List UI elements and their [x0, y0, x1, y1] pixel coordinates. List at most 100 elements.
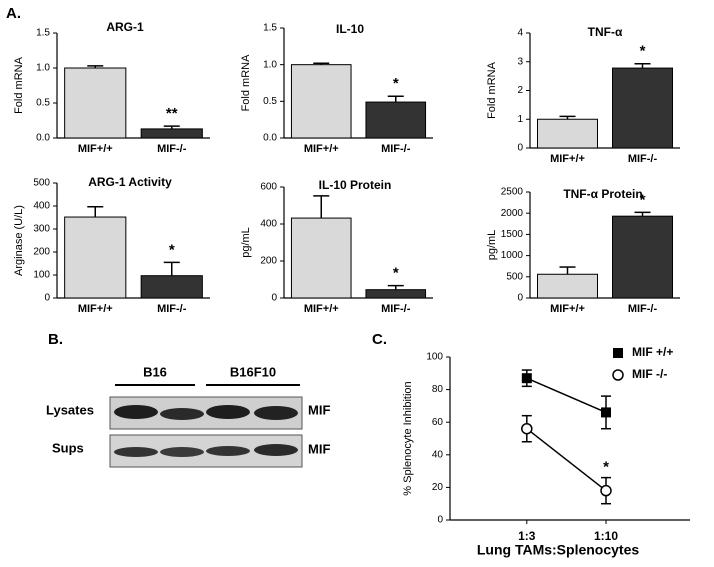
legend-label: MIF +/+: [632, 345, 673, 359]
x-tick-label: MIF-/-: [157, 303, 187, 315]
blot-band: [206, 446, 250, 456]
y-tick-label: 2: [517, 85, 523, 96]
bar: [140, 128, 203, 139]
x-tick-label: MIF+/+: [304, 143, 339, 155]
blot-band: [254, 406, 298, 420]
y-tick-label: 500: [506, 271, 523, 282]
x-tick-label: MIF+/+: [78, 143, 113, 155]
blot-band: [114, 405, 158, 419]
chart-title: IL-10 Protein: [319, 178, 392, 192]
y-tick-label: 1.5: [36, 28, 50, 39]
significance: *: [640, 191, 646, 208]
y-tick-label: 200: [260, 256, 277, 267]
y-tick-label: 0: [271, 293, 277, 304]
blot-band: [254, 444, 298, 456]
blot-row: Sups: [52, 440, 84, 455]
x-tick-label: MIF-/-: [381, 303, 411, 315]
series-line: [526, 377, 607, 414]
significance: *: [393, 75, 399, 92]
marker: [600, 484, 612, 497]
bar: [365, 101, 427, 139]
panel-label: B.: [48, 331, 63, 348]
x-tick-label: MIF-/-: [628, 303, 658, 315]
bar: [612, 215, 673, 299]
marker: [521, 422, 533, 435]
y-tick-label: 1.0: [263, 59, 277, 70]
blot-band: [114, 447, 158, 457]
y-axis-label: % Splenocyte Inhibition: [402, 381, 414, 495]
y-tick-label: 400: [260, 219, 277, 230]
significance: *: [169, 241, 175, 258]
y-tick-label: 100: [33, 270, 50, 281]
blot-protein: MIF: [308, 441, 330, 456]
bar: [290, 217, 352, 299]
western-blot: B16 B16F10 Lysates Sups MIF MIF: [46, 364, 330, 468]
blot-protein: MIF: [308, 402, 330, 417]
bar: [612, 67, 673, 149]
y-axis-label: pg/mL: [486, 230, 498, 261]
y-tick-label: 400: [33, 201, 50, 212]
y-tick-label: 500: [33, 178, 50, 189]
chart-title: ARG-1: [106, 20, 144, 34]
x-tick-label: MIF+/+: [550, 303, 585, 315]
x-tick-label: MIF-/-: [628, 153, 658, 165]
y-tick-label: 1500: [501, 229, 524, 240]
blot-band: [160, 408, 204, 420]
x-tick-label: 1:10: [594, 529, 618, 543]
x-tick-label: MIF-/-: [381, 143, 411, 155]
x-tick-label: MIF-/-: [157, 143, 187, 155]
y-tick-label: 300: [33, 224, 50, 235]
blot-group: B16: [143, 364, 167, 379]
y-tick-label: 0: [44, 293, 50, 304]
bar: [537, 118, 598, 149]
x-tick-label: 1:3: [518, 529, 536, 543]
series-line: [526, 428, 607, 492]
y-tick-label: 4: [517, 28, 523, 39]
y-tick-label: 20: [432, 482, 444, 493]
y-tick-label: 0: [517, 293, 523, 304]
y-tick-label: 1000: [501, 250, 524, 261]
y-tick-label: 1.5: [263, 23, 277, 34]
chart-title: TNF-α: [588, 25, 623, 39]
y-tick-label: 0.5: [263, 96, 277, 107]
y-axis-label: pg/mL: [240, 227, 252, 258]
legend-label: MIF -/-: [632, 367, 667, 381]
x-tick-label: MIF+/+: [78, 303, 113, 315]
bar: [64, 216, 127, 299]
blot-row: Lysates: [46, 402, 94, 417]
y-tick-label: 0.5: [36, 98, 50, 109]
bar: [64, 67, 127, 139]
panel-label: C.: [372, 331, 387, 348]
x-tick-label: MIF+/+: [550, 153, 585, 165]
y-axis-label: Fold mRNA: [486, 61, 498, 119]
y-tick-label: 3: [517, 56, 523, 67]
y-tick-label: 200: [33, 247, 50, 258]
marker: [601, 407, 611, 418]
significance: **: [166, 105, 178, 122]
chart-title: TNF-α Protein: [563, 187, 642, 201]
y-tick-label: 1.0: [36, 63, 50, 74]
y-tick-label: 2500: [501, 187, 524, 198]
y-axis-label: Fold mRNA: [240, 54, 252, 112]
chart-title: IL-10: [336, 22, 364, 36]
significance: *: [640, 43, 646, 60]
y-tick-label: 80: [432, 384, 444, 395]
significance: *: [393, 265, 399, 282]
y-tick-label: 1: [517, 114, 523, 125]
y-tick-label: 100: [426, 352, 443, 363]
y-tick-label: 60: [432, 417, 444, 428]
marker: [521, 373, 532, 384]
blot-group: B16F10: [230, 364, 276, 379]
x-axis-label: Lung TAMs:Splenocytes: [477, 542, 640, 558]
y-tick-label: 2000: [501, 208, 524, 219]
chart-title: ARG-1 Activity: [88, 175, 172, 189]
legend-marker: [612, 369, 624, 381]
y-tick-label: 0.0: [36, 133, 50, 144]
y-tick-label: 0.0: [263, 133, 277, 144]
bar: [537, 273, 598, 299]
panel-label: A.: [6, 5, 21, 22]
y-axis-label: Fold mRNA: [13, 56, 25, 114]
y-axis-label: Arginase (U/L): [13, 205, 25, 276]
x-tick-label: MIF+/+: [304, 303, 339, 315]
